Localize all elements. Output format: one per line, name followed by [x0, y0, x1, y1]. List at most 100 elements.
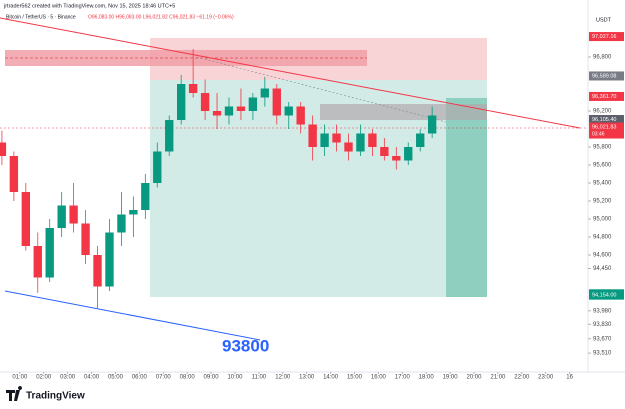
- x-tick-label: 04:00: [84, 375, 100, 381]
- candle-body: [33, 246, 42, 278]
- candle-body: [93, 255, 102, 287]
- y-tick-label: 95,000: [593, 217, 612, 223]
- support-line: [4, 290, 261, 341]
- candle-body: [69, 205, 78, 224]
- candle-body: [404, 147, 413, 161]
- x-tick-label: 16: [566, 375, 573, 381]
- y-tick-label: 95,200: [593, 199, 612, 205]
- x-tick-label: 19:00: [443, 375, 459, 381]
- price-badge-label: 96,589.08: [592, 73, 616, 79]
- x-tick-label: 18:00: [419, 375, 435, 381]
- projection-line: [196, 56, 447, 123]
- y-tick-label: 94,450: [593, 266, 612, 272]
- y-tick-label: 93,980: [593, 308, 612, 314]
- candle-body: [284, 106, 293, 116]
- price-badge: [589, 290, 624, 300]
- x-tick-label: 12:00: [275, 375, 291, 381]
- candle-body: [105, 232, 114, 287]
- candle-body: [427, 115, 437, 134]
- candle-body: [272, 88, 281, 116]
- x-tick-label: 16:00: [371, 375, 387, 381]
- candle-body: [141, 183, 150, 210]
- countdown: 03:46: [592, 131, 605, 137]
- x-tick-label: 20:00: [466, 375, 482, 381]
- candle-body: [224, 106, 234, 116]
- y-tick-label: 93,670: [593, 336, 612, 342]
- trend-line: [0, 17, 581, 129]
- candle-body: [57, 205, 66, 228]
- candle-body: [296, 106, 305, 125]
- x-tick-label: 23:00: [538, 375, 554, 381]
- candle-body: [153, 151, 162, 183]
- x-tick-label: 05:00: [108, 375, 124, 381]
- price-badge-label: 97,027.16: [592, 34, 616, 40]
- x-tick-label: 09:00: [204, 375, 220, 381]
- x-tick-label: 06:00: [132, 375, 148, 381]
- candle-body: [129, 210, 138, 215]
- candle-body: [236, 106, 246, 111]
- candle-body: [260, 88, 270, 98]
- candle-body: [416, 133, 425, 147]
- candle-body: [81, 223, 90, 255]
- price-badge-label: 96,021.83: [592, 124, 616, 130]
- entry-box: [320, 104, 487, 120]
- price-badge-label: 96,105.40: [592, 117, 616, 123]
- x-tick-label: 22:00: [514, 375, 530, 381]
- x-tick-label: 14:00: [323, 375, 339, 381]
- candle-body: [248, 97, 258, 111]
- candle-body: [380, 147, 389, 156]
- candle-body: [188, 84, 198, 93]
- candle-body: [344, 142, 353, 152]
- price-badge-label: 96,361.70: [592, 94, 616, 100]
- annotation: 93800: [222, 336, 269, 355]
- x-tick-label: 15:00: [347, 375, 363, 381]
- candle-body: [332, 133, 341, 143]
- candle-body: [320, 133, 329, 147]
- candle-body: [9, 156, 19, 192]
- footer: [0, 384, 625, 409]
- price-badge: [589, 71, 624, 81]
- target-active: [446, 98, 487, 297]
- x-tick-label: 01:00: [12, 375, 28, 381]
- candle-body: [368, 133, 377, 147]
- header: jrtrader562 created with TradingView.com…: [3, 3, 175, 9]
- candle-body: [165, 120, 174, 152]
- price-badge: [589, 115, 624, 125]
- y-tick-label: 95,800: [593, 145, 612, 151]
- ohlc-legend: O96,083.00 H96,083.00 L96,021.82 C96,021…: [88, 14, 234, 20]
- price-badge: [589, 32, 624, 42]
- currency: USDT: [596, 17, 612, 23]
- candle-body: [308, 124, 317, 147]
- x-tick-label: 13:00: [299, 375, 315, 381]
- y-tick-label: 94,600: [593, 253, 612, 259]
- candle-body: [176, 84, 186, 120]
- y-tick-label: 95,600: [593, 163, 612, 169]
- y-tick-label: 95,400: [593, 181, 612, 187]
- candle-body: [356, 133, 365, 152]
- y-tick-label: 96,200: [593, 109, 612, 115]
- x-tick-label: 08:00: [180, 375, 196, 381]
- candle-body: [21, 192, 30, 246]
- brand: TradingView: [26, 391, 85, 402]
- x-tick-label: 10:00: [227, 375, 243, 381]
- candle-body: [212, 111, 222, 116]
- y-tick-label: 93,830: [593, 322, 612, 328]
- x-tick-label: 07:00: [156, 375, 172, 381]
- chart-title: Bitcoin / TetherUS · 5 · Binance: [6, 14, 76, 20]
- x-tick-label: 17:00: [395, 375, 411, 381]
- price-badge: [589, 91, 624, 101]
- x-tick-label: 02:00: [36, 375, 52, 381]
- candle-body: [392, 156, 401, 161]
- candle-body: [200, 93, 210, 111]
- x-tick-label: 11:00: [252, 375, 267, 381]
- y-tick-label: 93,510: [593, 351, 612, 357]
- x-tick-label: 03:00: [60, 375, 76, 381]
- y-tick-label: 94,800: [593, 235, 612, 241]
- x-tick-label: 21:00: [490, 375, 506, 381]
- candle-body: [45, 228, 54, 278]
- price-badge-label: 94,154.00: [592, 293, 616, 299]
- price-badge: [589, 122, 624, 139]
- y-tick-label: 96,800: [593, 55, 612, 61]
- candle-body: [0, 142, 7, 156]
